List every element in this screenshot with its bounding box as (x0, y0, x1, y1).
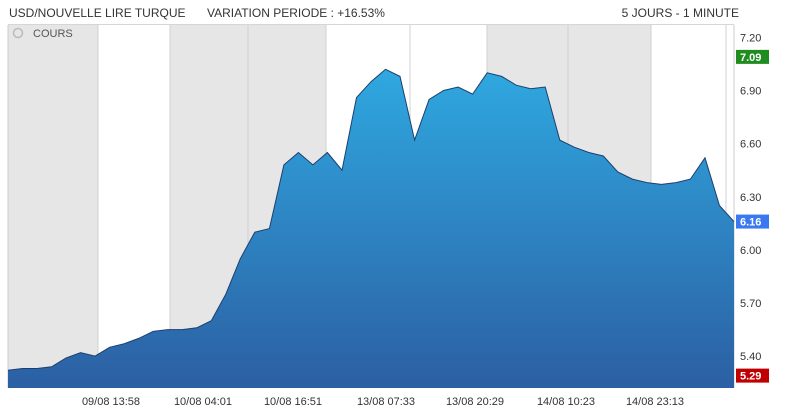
y-tick-label: 5.70 (740, 298, 761, 310)
series-label-group: COURS (12, 27, 73, 40)
period-selector[interactable]: 5 JOURS - 1 MINUTE (621, 6, 739, 20)
price-marker-label: 6.16 (740, 217, 761, 229)
plot-top-border (8, 24, 734, 25)
x-tick-label: 14/08 10:23 (537, 396, 595, 408)
price-area (8, 69, 734, 389)
price-marker-bg (736, 214, 769, 229)
price-marker-bg (736, 49, 769, 64)
session-band (8, 25, 98, 388)
y-tick-label: 5.40 (740, 351, 761, 363)
price-line (7, 68, 735, 371)
x-tick-label: 09/08 13:58 (82, 396, 140, 408)
y-tick-label: 7.20 (740, 32, 761, 44)
x-tick-label: 10/08 04:01 (174, 396, 232, 408)
price-marker: 7.09 (736, 49, 769, 64)
x-tick-label: 10/08 16:51 (264, 396, 322, 408)
x-tick-label: 13/08 20:29 (446, 396, 504, 408)
y-tick-label: 6.00 (740, 245, 761, 257)
price-marker-label: 5.29 (740, 371, 761, 383)
price-marker-label: 7.09 (740, 52, 761, 64)
price-marker: 6.16 (736, 214, 769, 229)
x-tick-label: 13/08 07:33 (357, 396, 415, 408)
price-marker-bg (736, 368, 769, 383)
gear-icon[interactable] (12, 27, 24, 39)
chart-title: USD/NOUVELLE LIRE TURQUE (9, 6, 186, 20)
x-tick-label: 14/08 23:13 (626, 396, 684, 408)
series-label: COURS (33, 28, 73, 40)
y-tick-label: 6.30 (740, 192, 761, 204)
y-tick-label: 6.90 (740, 86, 761, 98)
price-marker: 5.29 (736, 368, 769, 383)
y-tick-label: 6.60 (740, 139, 761, 151)
variation-text: VARIATION PERIODE : +16.53% (207, 6, 385, 20)
